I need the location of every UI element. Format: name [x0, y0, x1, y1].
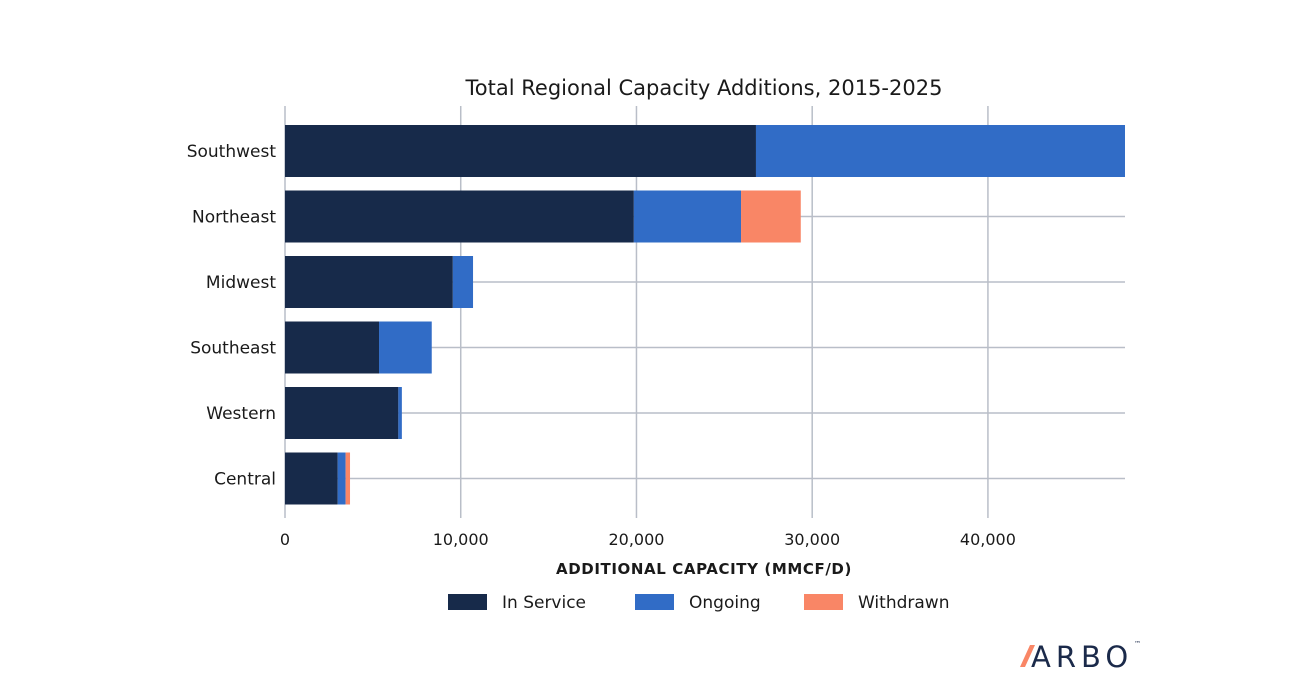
bar-southeast-in-service [285, 321, 380, 374]
bar-central-withdrawn [345, 452, 351, 505]
x-tick-label: 0 [280, 530, 290, 549]
bar-northeast-withdrawn [741, 190, 801, 243]
logo-text: ARBO [1031, 640, 1133, 674]
bar-midwest-ongoing [452, 256, 474, 308]
legend-swatch-in-service [448, 594, 487, 610]
legend: In Service Ongoing Withdrawn [448, 593, 949, 613]
category-labels: Southwest Northeast Midwest Southeast Wester… [187, 142, 277, 490]
legend-label: In Service [502, 593, 586, 613]
bar-southwest-ongoing [755, 125, 1125, 177]
legend-label: Ongoing [689, 593, 761, 613]
bar-midwest-in-service [285, 256, 453, 308]
category-label: Central [214, 470, 276, 490]
x-tick-labels: 0 10,000 20,000 30,000 40,000 [280, 530, 1016, 549]
x-tick-label: 20,000 [608, 530, 664, 549]
logo-mark-icon [1020, 645, 1035, 667]
x-tick-label: 30,000 [784, 530, 840, 549]
bar-western-ongoing [398, 387, 402, 439]
bar-central-in-service [285, 452, 338, 505]
arbo-logo: ARBO ™ [1020, 640, 1141, 674]
x-tick-label: 40,000 [960, 530, 1016, 549]
category-label: Southwest [187, 142, 277, 162]
bar-northeast-ongoing [633, 190, 742, 243]
legend-swatch-ongoing [635, 594, 674, 610]
legend-swatch-withdrawn [804, 594, 843, 610]
category-label: Southeast [190, 339, 276, 359]
bar-western-in-service [285, 387, 399, 439]
category-label: Midwest [206, 273, 276, 293]
x-tick-label: 10,000 [433, 530, 489, 549]
logo-trademark: ™ [1134, 640, 1141, 648]
x-axis-title: ADDITIONAL CAPACITY (MMCF/D) [556, 560, 852, 578]
bars-layer [285, 125, 1125, 505]
category-label: Western [206, 404, 276, 424]
bar-northeast-in-service [285, 190, 634, 243]
chart-title: Total Regional Capacity Additions, 2015-… [465, 76, 943, 100]
bar-southwest-in-service [285, 125, 756, 177]
bar-southeast-ongoing [379, 321, 432, 374]
category-label: Northeast [192, 208, 276, 228]
legend-label: Withdrawn [858, 593, 949, 613]
bar-central-ongoing [337, 452, 346, 505]
